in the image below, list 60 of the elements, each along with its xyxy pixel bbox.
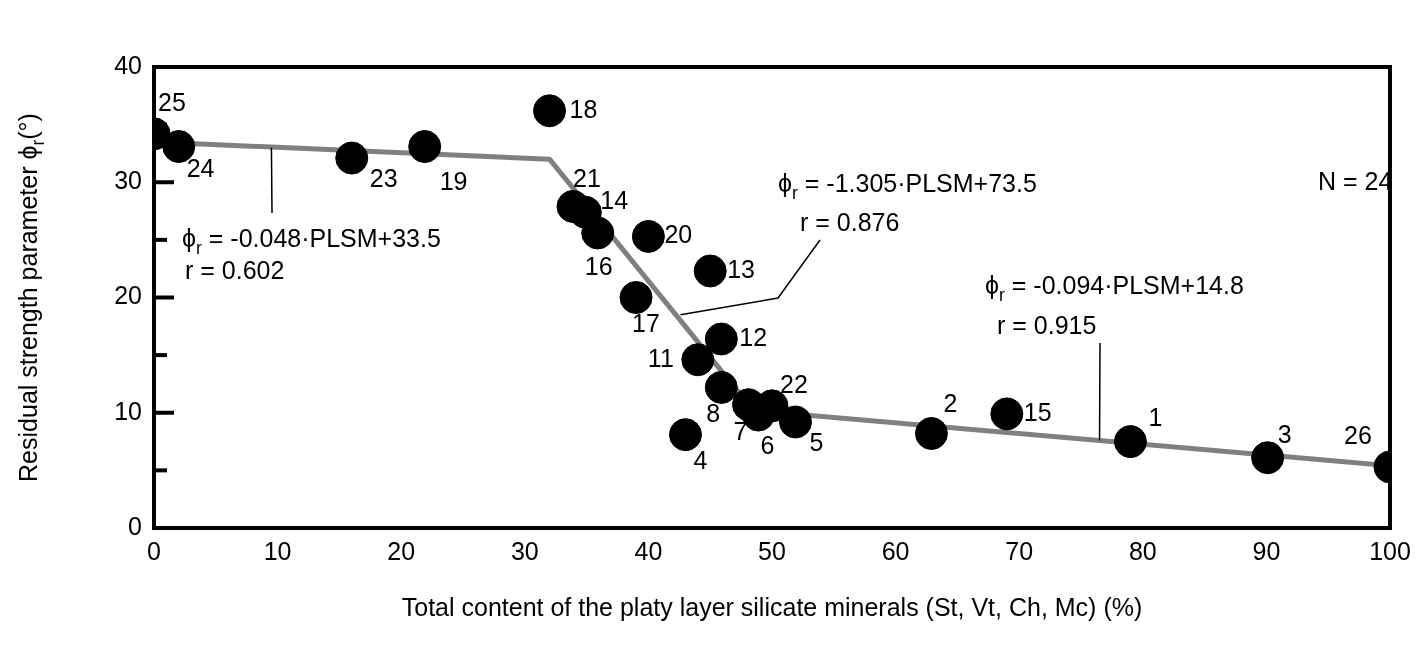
annotation: 19: [439, 167, 468, 196]
y-tick-label: 0: [128, 511, 142, 540]
annotation: 14: [600, 186, 629, 215]
point: [704, 370, 738, 404]
annotation: r = 0.915: [997, 310, 1097, 339]
y-tick-label: 10: [114, 396, 142, 425]
y-axis-title: Residual strength parameter ϕr(°): [13, 113, 48, 482]
annotation: 8: [706, 399, 721, 428]
annotation: 6: [760, 430, 775, 459]
annotation: 22: [780, 369, 808, 398]
annotation: 1: [1148, 403, 1163, 432]
x-tick-label: 100: [1369, 536, 1411, 565]
x-tick-label: 20: [387, 536, 416, 565]
x-tick-label: 50: [758, 536, 786, 565]
point: [778, 405, 812, 439]
y-tick-label: 40: [114, 50, 142, 79]
annotation: 11: [647, 343, 674, 372]
x-tick-label: 0: [147, 536, 161, 565]
x-tick-label: 10: [263, 536, 292, 565]
annotation: 3: [1277, 419, 1292, 448]
annotation: 2: [943, 389, 958, 418]
point: [1113, 425, 1147, 459]
point: [693, 254, 727, 288]
annotation: r = 0.602: [185, 255, 285, 284]
annotation: 20: [664, 220, 693, 249]
x-tick-label: 80: [1128, 536, 1157, 565]
y-tick-label: 20: [114, 281, 142, 310]
annotation: 21: [573, 164, 601, 193]
point: [1251, 441, 1285, 475]
x-tick-label: 30: [510, 536, 539, 565]
point: [681, 343, 715, 377]
annotation: 23: [369, 163, 398, 192]
x-tick-label: 90: [1252, 536, 1281, 565]
point: [631, 219, 665, 253]
point: [704, 322, 738, 356]
point: [408, 130, 442, 164]
annotation: 26: [1344, 420, 1372, 449]
point: [914, 417, 948, 450]
point: [335, 141, 369, 175]
point: [619, 281, 653, 314]
annotation: r = 0.876: [800, 207, 900, 236]
x-tick-label: 40: [634, 536, 663, 565]
x-tick-label: 60: [881, 536, 910, 565]
y-tick-label: 30: [114, 166, 142, 195]
annotation: 5: [809, 427, 824, 456]
annotation: 17: [632, 309, 660, 338]
annotation: 12: [739, 322, 768, 351]
annotation: 16: [584, 251, 613, 280]
annotation: 18: [569, 94, 598, 123]
annotation: 24: [186, 154, 215, 183]
x-axis-title: Total content of the platy layer silicate minerals (St, Vt, Ch, Mc) (%): [401, 592, 1143, 621]
point: [990, 397, 1024, 431]
annotation: 15: [1023, 397, 1052, 426]
point: [533, 94, 567, 128]
annotation: 25: [158, 87, 186, 116]
x-tick-label: 70: [1005, 536, 1034, 565]
point: [668, 418, 702, 452]
point: [581, 216, 615, 250]
annotation: 4: [693, 445, 708, 474]
annotation: 13: [727, 254, 756, 283]
